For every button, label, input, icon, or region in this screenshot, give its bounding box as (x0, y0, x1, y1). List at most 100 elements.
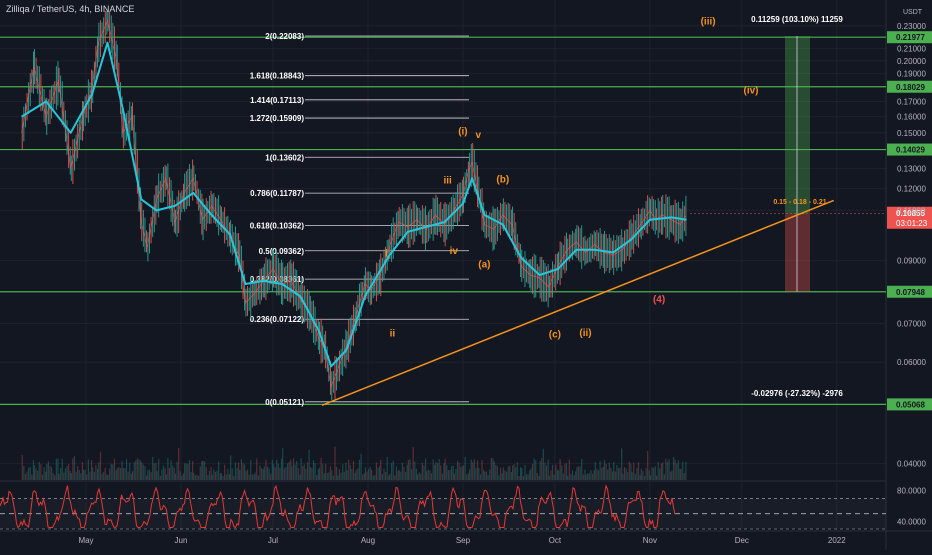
volume-bar (147, 470, 149, 480)
volume-bar (41, 474, 44, 480)
volume-bar (542, 448, 544, 480)
volume-bar (389, 473, 391, 480)
volume-bar (87, 459, 89, 480)
volume-bar (565, 463, 568, 480)
volume-bar (472, 462, 474, 480)
volume-bar (420, 473, 422, 480)
volume-bar (446, 465, 448, 480)
volume-bar (101, 473, 103, 480)
volume-bar (303, 464, 305, 480)
volume-bar (202, 460, 204, 480)
y-tick-label: 0.20000 (897, 57, 926, 66)
volume-bar (478, 468, 480, 480)
volume-bar (58, 473, 60, 480)
measure-top-label: 0.11259 (103.10%) 11259 (751, 15, 843, 24)
volume-bar (683, 472, 685, 480)
fib-label: 0.236(0.07122) (250, 315, 305, 324)
volume-bar (647, 450, 649, 480)
fib-label: 0.786(0.11787) (250, 189, 304, 198)
volume-bar (544, 462, 546, 480)
volume-bar (136, 458, 138, 480)
volume-bar (165, 474, 167, 480)
y-tick-label: 0.07000 (897, 320, 926, 329)
volume-bar (416, 474, 419, 480)
volume-bar (299, 474, 301, 480)
volume-bar (135, 460, 137, 480)
volume-bar (306, 462, 309, 480)
volume-bar (40, 464, 42, 480)
volume-bar (380, 459, 382, 480)
volume-bar (170, 460, 172, 480)
volume-bar (46, 463, 48, 480)
volume-bar (96, 468, 99, 480)
volume-bar (628, 461, 630, 480)
volume-bar (525, 474, 528, 480)
volume-bar (84, 469, 86, 480)
volume-bar (331, 470, 333, 480)
volume-bar (90, 460, 93, 480)
y-tick-label: 0.04000 (897, 460, 926, 469)
volume-bar (648, 470, 650, 480)
volume-bar (109, 468, 111, 480)
wave-label: iii (443, 175, 452, 186)
volume-bar (55, 459, 57, 480)
volume-bar (404, 471, 407, 480)
volume-bar (282, 448, 284, 480)
volume-bar (390, 462, 393, 480)
volume-bar (233, 475, 235, 480)
volume-bar (314, 463, 316, 480)
volume-bar (208, 470, 211, 480)
volume-bar (660, 463, 662, 480)
volume-bar (326, 472, 328, 480)
volume-bar (531, 463, 534, 480)
volume-bar (104, 467, 106, 480)
volume-bar (31, 474, 33, 480)
volume-bar (50, 467, 53, 480)
volume-bar (167, 458, 169, 480)
volume-bar (659, 468, 661, 480)
volume-bar (259, 465, 261, 480)
volume-bar (234, 462, 237, 480)
volume-bar (605, 463, 607, 480)
volume-bar (345, 462, 347, 480)
volume-bar (434, 464, 436, 480)
volume-bar (364, 467, 367, 480)
volume-bar (663, 474, 665, 480)
volume-bar (548, 475, 550, 480)
volume-bar (507, 466, 509, 480)
volume-bar (300, 458, 302, 480)
volume-bar (317, 469, 319, 480)
volume-bar (510, 472, 512, 480)
volume-bar (593, 470, 595, 480)
volume-bar (187, 464, 189, 480)
volume-bar (161, 469, 163, 480)
fib-label: 1.414(0.17113) (250, 96, 304, 105)
volume-bar (651, 467, 653, 480)
volume-bar (666, 461, 669, 480)
volume-bar (559, 458, 561, 480)
volume-bar (181, 475, 183, 480)
volume-bar (141, 462, 143, 480)
wave-label: (i) (458, 126, 467, 137)
volume-bar (144, 466, 146, 480)
volume-bar (579, 466, 581, 480)
volume-bar (290, 459, 292, 480)
volume-bar (220, 473, 223, 480)
volume-bar (239, 469, 241, 480)
volume-bar (665, 458, 667, 480)
volume-bar (279, 467, 281, 480)
volume-bar (509, 465, 511, 480)
volume-bar (430, 473, 433, 480)
volume-bar (633, 462, 635, 480)
volume-bar (400, 471, 402, 480)
volume-bar (196, 474, 198, 480)
x-tick-label: 2022 (828, 536, 846, 545)
volume-bar (602, 466, 604, 480)
volume-bar (432, 459, 434, 480)
volume-bar (668, 459, 670, 480)
volume-bar (225, 474, 227, 480)
volume-bar (461, 466, 463, 480)
volume-bar (496, 466, 498, 480)
volume-bar (182, 473, 185, 480)
